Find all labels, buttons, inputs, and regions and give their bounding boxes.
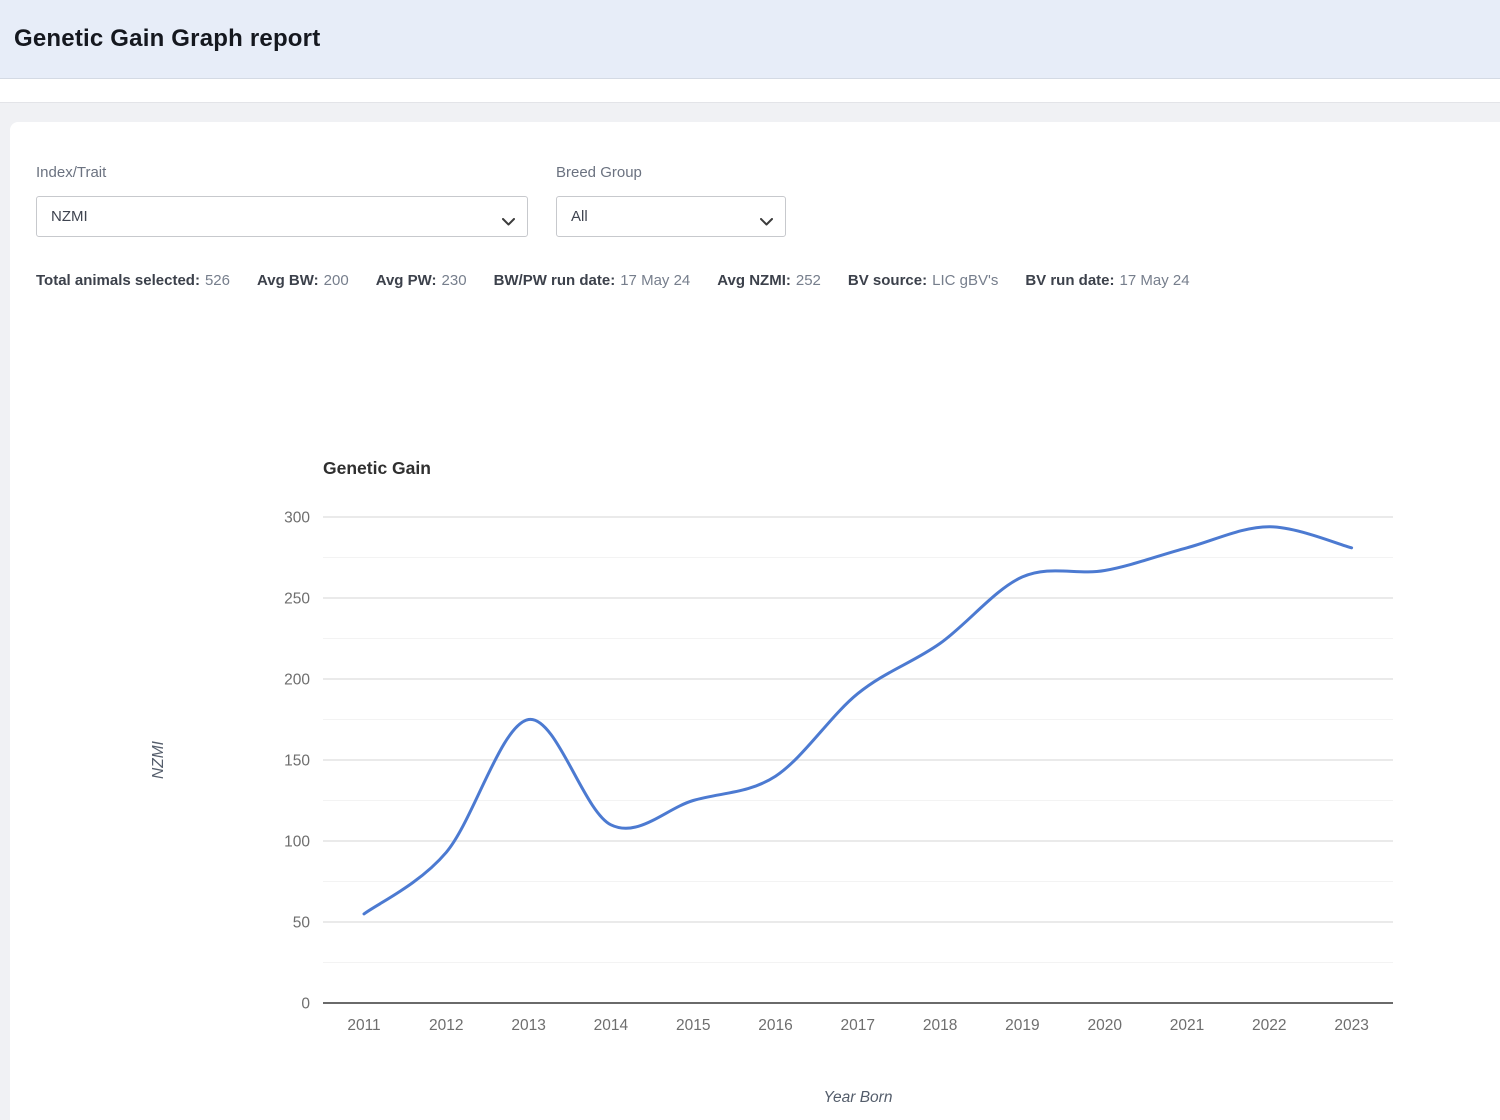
stat-item: BV source: LIC gBV's [848, 272, 998, 289]
y-axis-tick-label: 300 [284, 510, 310, 527]
stat-label: Avg PW: [375, 272, 437, 289]
nzmi-series-line [362, 525, 1354, 916]
page-title: Genetic Gain Graph report [14, 25, 321, 52]
genetic-gain-chart: 0 50 100 150 200 250 300 2011 2012 2013 2014 2015 20… [150, 430, 1410, 1120]
stat-item: Avg NZMI: 252 [717, 272, 821, 289]
stat-value: 17 May 24 [620, 272, 691, 289]
chevron-down-icon [760, 213, 773, 231]
stat-item: Avg PW: 230 [376, 272, 467, 289]
breed-group-selected-value: All [571, 208, 588, 225]
stat-item: BV run date: 17 May 24 [1025, 272, 1189, 289]
stat-value: 200 [323, 272, 349, 289]
stat-item: Total animals selected: 526 [36, 272, 230, 289]
stat-item: BW/PW run date: 17 May 24 [494, 272, 691, 289]
stat-value: 17 May 24 [1119, 272, 1190, 289]
chevron-down-icon [502, 213, 515, 231]
y-axis-tick-label: 150 [284, 753, 310, 770]
x-axis-tick-label: 2020 [1087, 1017, 1122, 1034]
x-axis-tick-label: 2019 [1005, 1017, 1039, 1034]
report-card: Index/Trait NZMI Breed Group All Total a… [10, 122, 1500, 1120]
y-axis-tick-label: 50 [293, 915, 311, 932]
stat-label: Avg BW: [256, 272, 319, 289]
x-axis-tick-label: 2014 [594, 1017, 629, 1034]
breed-group-select[interactable]: All [556, 196, 786, 237]
x-axis-tick-label: 2015 [676, 1017, 710, 1034]
summary-stats-bar: Total animals selected: 526 Avg BW: 200 Avg … [36, 272, 1190, 289]
header-divider-strip [0, 79, 1500, 103]
stat-label: BV source: [847, 272, 928, 289]
stat-value: 526 [204, 272, 230, 289]
y-axis-title: NZMI [150, 740, 167, 779]
y-axis-tick-label: 0 [301, 996, 310, 1013]
y-axis-tick-label: 100 [284, 834, 310, 851]
stat-label: Avg NZMI: [717, 272, 791, 289]
index-trait-selected-value: NZMI [51, 208, 88, 225]
stat-label: BW/PW run date: [493, 272, 616, 289]
stat-value: 252 [795, 272, 821, 289]
page-header: Genetic Gain Graph report [0, 0, 1500, 79]
index-trait-label: Index/Trait [36, 164, 107, 181]
stat-label: BV run date: [1025, 272, 1115, 289]
genetic-gain-chart-svg: 0 50 100 150 200 250 300 2011 2012 2013 2014 2015 20… [150, 458, 1393, 1106]
y-axis-tick-label: 200 [284, 672, 310, 689]
x-axis-tick-label: 2011 [347, 1017, 380, 1034]
x-axis-tick-label: 2018 [923, 1017, 957, 1034]
stat-value: 230 [441, 272, 467, 289]
x-axis-tick-label: 2023 [1334, 1017, 1368, 1034]
x-axis-tick-label: 2022 [1252, 1017, 1286, 1034]
stat-item: Avg BW: 200 [257, 272, 349, 289]
chart-title: Genetic Gain [323, 458, 431, 478]
x-axis-title: Year Born [824, 1089, 893, 1106]
x-axis-tick-label: 2013 [511, 1017, 545, 1034]
x-axis-tick-label: 2012 [429, 1017, 463, 1034]
stat-value: LIC gBV's [932, 272, 999, 289]
index-trait-select[interactable]: NZMI [36, 196, 528, 237]
x-axis-tick-label: 2017 [841, 1017, 875, 1034]
x-axis-tick-label: 2016 [758, 1017, 792, 1034]
breed-group-label: Breed Group [556, 164, 642, 181]
stat-label: Total animals selected: [36, 272, 200, 289]
x-axis-tick-label: 2021 [1170, 1017, 1204, 1034]
y-axis-tick-label: 250 [284, 591, 310, 608]
